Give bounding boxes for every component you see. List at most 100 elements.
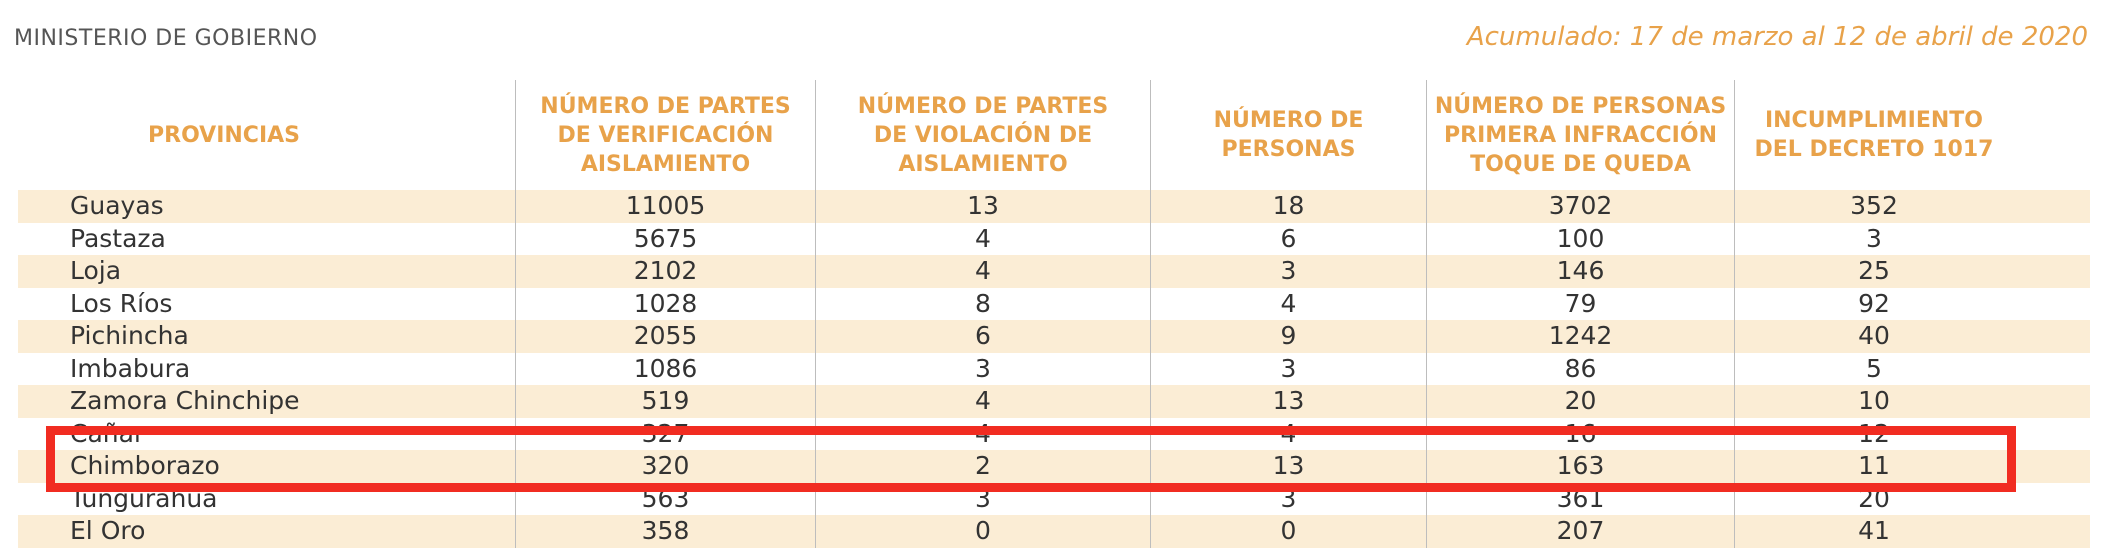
header-partes-verificacion: NÚMERO DE PARTES DE VERIFICACIÓN AISLAMI… (540, 93, 791, 177)
header-primera-infraccion: NÚMERO DE PERSONAS PRIMERA INFRACCIÓN TO… (1434, 93, 1727, 177)
statistics-table: PROVINCIAS NÚMERO DE PARTES DE VERIFICAC… (18, 80, 2090, 548)
table-row: Los Ríos 1028 8 4 79 92 (18, 287, 2090, 320)
province-name-cell: Pastaza (70, 223, 166, 253)
header-numero-personas: NÚMERO DE PERSONAS (1213, 108, 1364, 162)
value-cell: 1028 (633, 288, 698, 318)
column-divider (815, 450, 816, 483)
value-cell: 20 (1564, 386, 1597, 416)
column-divider (1150, 320, 1151, 353)
column-divider (815, 287, 816, 320)
province-name-cell: Imbabura (70, 353, 191, 383)
column-divider (1150, 190, 1151, 223)
column-divider (1734, 80, 1735, 190)
column-divider (1734, 450, 1735, 483)
table-row: Pichincha 2055 6 9 1242 40 (18, 320, 2090, 353)
value-cell: 563 (641, 483, 690, 513)
value-cell: 5675 (633, 223, 698, 253)
value-cell: 2102 (633, 256, 698, 286)
province-name-cell: Guayas (70, 191, 164, 221)
value-cell: 2 (975, 451, 991, 481)
table-row: Chimborazo 320 2 13 163 11 (18, 450, 2090, 483)
value-cell: 352 (1850, 191, 1898, 221)
table-row: Zamora Chinchipe 519 4 13 20 10 (18, 385, 2090, 418)
value-cell: 100 (1556, 223, 1605, 253)
table-row: Tungurahua 563 3 3 361 20 (18, 482, 2090, 515)
province-name-cell: Pichincha (70, 321, 189, 351)
value-cell: 4 (975, 386, 991, 416)
column-divider (1426, 255, 1427, 288)
column-divider (1150, 255, 1151, 288)
column-divider (1426, 385, 1427, 418)
value-cell: 3 (975, 483, 991, 513)
column-divider (815, 190, 816, 223)
value-cell: 13 (967, 191, 999, 221)
column-divider (1150, 482, 1151, 515)
table-row: Imbabura 1086 3 3 86 5 (18, 352, 2090, 385)
value-cell: 92 (1858, 288, 1890, 318)
column-divider (1734, 287, 1735, 320)
column-divider (515, 515, 516, 548)
value-cell: 1242 (1548, 321, 1613, 351)
column-divider (1734, 352, 1735, 385)
column-divider (1426, 515, 1427, 548)
column-divider (1150, 222, 1151, 255)
column-divider (1426, 222, 1427, 255)
column-divider (1150, 385, 1151, 418)
value-cell: 0 (1280, 516, 1297, 546)
value-cell: 2055 (633, 321, 698, 351)
value-cell: 3702 (1548, 191, 1613, 221)
value-cell: 4 (975, 418, 991, 448)
column-divider (1734, 515, 1735, 548)
column-divider (1426, 80, 1427, 190)
value-cell: 16 (1564, 418, 1597, 448)
table-row: Loja 2102 4 3 146 25 (18, 255, 2090, 288)
column-divider (1150, 515, 1151, 548)
column-divider (815, 320, 816, 353)
value-cell: 3 (1866, 223, 1882, 253)
column-divider (815, 222, 816, 255)
value-cell: 146 (1556, 256, 1605, 286)
column-divider (515, 482, 516, 515)
value-cell: 163 (1556, 451, 1605, 481)
province-name-cell: Zamora Chinchipe (70, 386, 300, 416)
table-body: Guayas 11005 13 18 3702 352 Pastaza 5675 4 6 100 3 L… (18, 190, 2090, 548)
column-divider (815, 352, 816, 385)
value-cell: 79 (1564, 288, 1597, 318)
value-cell: 13 (1272, 451, 1305, 481)
value-cell: 3 (1280, 256, 1297, 286)
value-cell: 5 (1866, 353, 1882, 383)
column-divider (515, 190, 516, 223)
value-cell: 18 (1272, 191, 1305, 221)
ministry-label: MINISTERIO DE GOBIERNO (14, 26, 318, 51)
column-divider (1426, 287, 1427, 320)
value-cell: 0 (975, 516, 991, 546)
value-cell: 1086 (633, 353, 698, 383)
column-divider (1734, 385, 1735, 418)
column-divider (1150, 352, 1151, 385)
column-divider (815, 515, 816, 548)
column-divider (1426, 482, 1427, 515)
value-cell: 11005 (625, 191, 706, 221)
table-row: El Oro 358 0 0 207 41 (18, 515, 2090, 548)
value-cell: 9 (1280, 321, 1297, 351)
column-divider (515, 255, 516, 288)
table-row: Guayas 11005 13 18 3702 352 (18, 190, 2090, 223)
value-cell: 10 (1858, 386, 1890, 416)
value-cell: 8 (975, 288, 991, 318)
value-cell: 3 (1280, 353, 1297, 383)
value-cell: 4 (975, 223, 991, 253)
column-divider (1734, 482, 1735, 515)
province-name-cell: Los Ríos (70, 288, 173, 318)
column-divider (1734, 190, 1735, 223)
column-divider (1426, 352, 1427, 385)
value-cell: 86 (1564, 353, 1597, 383)
column-divider (515, 352, 516, 385)
value-cell: 20 (1858, 483, 1890, 513)
province-name-cell: Tungurahua (70, 483, 218, 513)
table-row: Cañar 327 4 4 16 12 (18, 417, 2090, 450)
value-cell: 320 (641, 451, 690, 481)
province-name-cell: Cañar (70, 418, 145, 448)
column-divider (1426, 320, 1427, 353)
value-cell: 3 (1280, 483, 1297, 513)
table-row: Pastaza 5675 4 6 100 3 (18, 222, 2090, 255)
